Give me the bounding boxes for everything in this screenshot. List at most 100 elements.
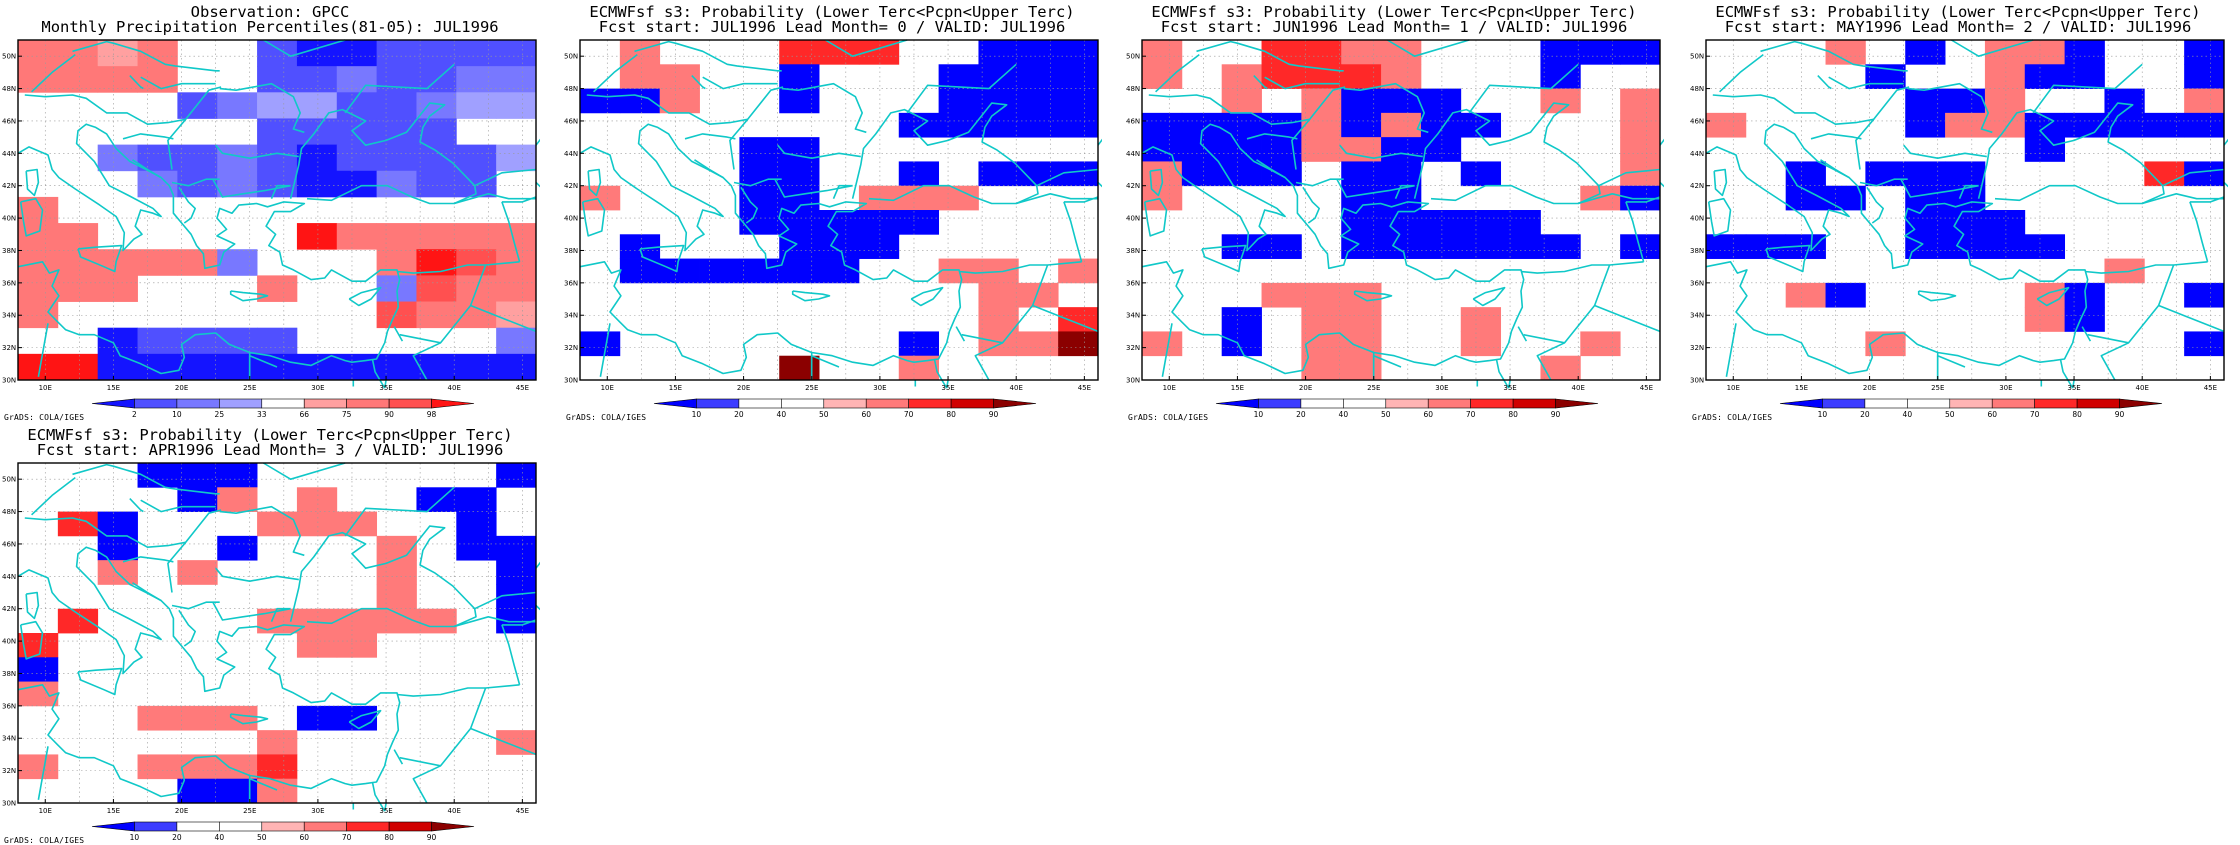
lat-tick-label: 36N: [2, 702, 16, 710]
coastline: [1339, 144, 1423, 159]
coastline: [215, 144, 299, 159]
colorbar-swatch: [1949, 398, 1993, 409]
colorbar-label: 20: [1860, 410, 1870, 419]
grid-cell: [257, 66, 298, 93]
grid-cell: [1580, 40, 1621, 65]
colorbar-swatch: [1258, 398, 1302, 409]
grid-cell: [1142, 185, 1183, 211]
coastline: [1201, 244, 1247, 273]
grid-cell: [2064, 112, 2105, 138]
colorbar-label: 98: [427, 410, 437, 419]
grid-cell: [978, 112, 1019, 138]
lon-tick-label: 45E: [2204, 384, 2217, 392]
grid-cell: [898, 210, 940, 235]
colorbar-swatch: [388, 821, 432, 832]
lat-tick-label: 44N: [564, 150, 578, 158]
lat-tick-label: 40N: [2, 215, 16, 223]
lat-tick-label: 38N: [2, 247, 16, 255]
lat-tick-label: 36N: [1126, 279, 1140, 287]
coastline: [1725, 323, 1737, 377]
lon-tick-label: 40E: [1572, 384, 1585, 392]
colorbar-swatch: [219, 821, 263, 832]
lat-tick-label: 30N: [2, 800, 16, 808]
grid-cell: [1381, 161, 1422, 187]
coastline: [2189, 201, 2209, 263]
grid-cell: [177, 249, 218, 276]
coastline: [1161, 323, 1173, 377]
grid-cell: [456, 353, 497, 381]
coastline: [167, 118, 187, 170]
coastline: [122, 133, 174, 140]
grid-cell: [1420, 112, 1462, 138]
grid-cell: [376, 223, 417, 250]
coastline: [2141, 193, 2224, 205]
panel-title: ECMWFsf s3: Probability (Lower Terc<Pcpn…: [1151, 3, 1637, 21]
lat-tick-label: 42N: [1126, 182, 1140, 190]
grid-cell: [336, 511, 378, 537]
grid-cell: [296, 92, 338, 119]
coastline: [1302, 186, 1320, 224]
grads-credit: GrADS: COLA/IGES: [566, 413, 647, 422]
coastline: [1495, 358, 1510, 389]
map-frame: [17, 462, 537, 804]
lat-tick-label: 36N: [564, 279, 578, 287]
grid-cell: [1301, 40, 1342, 65]
grid-cell: [1620, 112, 1661, 138]
grid-cell: [1142, 40, 1183, 65]
grid-cell: [580, 88, 621, 114]
grid-cell: [496, 40, 537, 67]
coastline: [1765, 244, 1811, 273]
grid-cell: [1381, 88, 1422, 114]
grid-cell: [496, 66, 537, 93]
colorbar-swatch: [1555, 398, 1599, 409]
grid-cell: [1620, 234, 1661, 259]
colorbar-label: 60: [299, 833, 309, 842]
grid-cell: [1460, 210, 1502, 235]
coastline: [933, 358, 948, 389]
colorbar-label: 50: [1945, 410, 1955, 419]
coastline: [1810, 133, 1862, 140]
coastline: [1256, 159, 1286, 179]
coastline: [1523, 264, 1611, 344]
grid-cell: [819, 258, 860, 284]
colorbar-swatch: [1427, 398, 1471, 409]
grid-cell: [296, 705, 338, 731]
colorbar-label: 40: [1339, 410, 1349, 419]
grid-cell: [1620, 88, 1661, 114]
grads-credit: GrADS: COLA/IGES: [1128, 413, 1209, 422]
coastline: [1063, 201, 1083, 263]
grid-cell: [659, 88, 700, 114]
coastline: [229, 290, 269, 302]
coastline: [167, 541, 187, 593]
grid-cell: [619, 40, 661, 65]
coastline: [1598, 168, 1661, 187]
coastline: [17, 123, 401, 375]
coastline: [1155, 53, 1200, 93]
coastline: [1063, 196, 1099, 203]
map-plot: 30N 32N 34N 36N 38N 40N 42N 44N 46N 48N 50N 10E 15E 2…: [2, 462, 540, 842]
coastline: [824, 39, 908, 58]
colorbar-label: 80: [946, 410, 956, 419]
colorbar-label: 60: [861, 410, 871, 419]
coastline: [470, 304, 537, 333]
colorbar-label: 20: [734, 410, 744, 419]
grid-cell: [1620, 161, 1661, 187]
coastline: [171, 601, 220, 610]
coastline: [593, 53, 638, 93]
grid-cell: [978, 331, 1019, 357]
coastline: [1032, 304, 1099, 333]
grid-cell: [739, 258, 780, 284]
grid-cell: [1058, 307, 1099, 332]
grid-cell: [619, 64, 661, 89]
grid-cell: [137, 353, 178, 381]
coastline: [1394, 184, 1415, 200]
grid-cell: [1341, 307, 1382, 332]
lon-tick-label: 15E: [1795, 384, 1808, 392]
coastline: [729, 118, 749, 170]
grid-cell: [1984, 88, 2026, 114]
lat-tick-label: 48N: [1690, 85, 1704, 93]
lat-tick-label: 36N: [1690, 279, 1704, 287]
grid-cell: [257, 118, 298, 146]
grid-cell: [898, 161, 940, 187]
grid-cell: [1058, 161, 1099, 187]
